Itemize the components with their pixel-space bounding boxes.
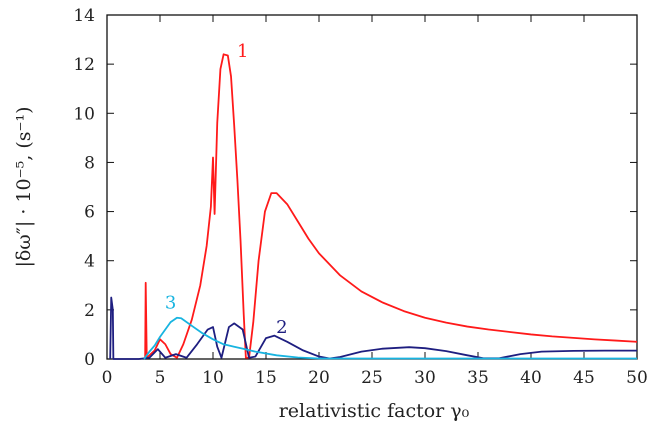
series-layer — [109, 53, 638, 360]
x-tick-label: 5 — [155, 368, 166, 388]
series-label-2: 2 — [276, 317, 287, 338]
x-tick-label: 20 — [308, 368, 330, 388]
x-tick-label: 35 — [467, 368, 489, 388]
series-label-1: 1 — [237, 41, 248, 62]
x-tick-label: 50 — [626, 368, 648, 388]
x-tick-label: 45 — [573, 368, 595, 388]
y-tick-label: 0 — [84, 350, 95, 370]
y-axis-label: |δω″| · 10⁻⁵, (s⁻¹) — [13, 106, 35, 267]
y-tick-label: 4 — [84, 252, 95, 272]
x-tick-label: 25 — [361, 368, 383, 388]
y-tick-label: 2 — [84, 301, 95, 321]
x-tick-label: 40 — [520, 368, 542, 388]
series-line-1 — [144, 53, 638, 359]
y-tick-label: 14 — [73, 6, 95, 26]
series-labels: 1 2 3 — [165, 41, 288, 338]
y-tick-label: 6 — [84, 203, 95, 223]
plot-border — [106, 14, 638, 360]
x-tick-label: 30 — [414, 368, 436, 388]
series-line-2 — [109, 296, 637, 360]
y-tick-label: 12 — [73, 55, 95, 75]
axis-ticks — [106, 14, 638, 360]
series-line-3 — [143, 316, 637, 360]
x-tick-label: 10 — [202, 368, 224, 388]
x-tick-label: 0 — [102, 368, 113, 388]
x-tick-label: 15 — [255, 368, 277, 388]
plot-frame — [106, 14, 638, 360]
y-tick-label: 8 — [84, 153, 95, 173]
x-axis-label: relativistic factor γ₀ — [279, 400, 470, 422]
y-tick-label: 10 — [73, 104, 95, 124]
series-label-3: 3 — [165, 293, 176, 314]
